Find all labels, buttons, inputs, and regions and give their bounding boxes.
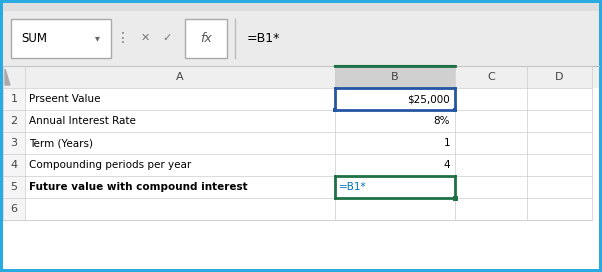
Text: SUM: SUM xyxy=(21,32,47,45)
Bar xyxy=(527,154,592,176)
Text: ⋮: ⋮ xyxy=(116,31,130,45)
Bar xyxy=(335,154,455,176)
Bar xyxy=(25,198,335,220)
Bar xyxy=(185,19,227,58)
Bar xyxy=(527,198,592,220)
Text: A: A xyxy=(176,72,184,82)
Text: fx: fx xyxy=(200,32,212,45)
Text: Future value with compound interest: Future value with compound interest xyxy=(29,182,247,192)
Text: 1: 1 xyxy=(10,94,17,104)
Text: 3: 3 xyxy=(10,138,17,148)
Bar xyxy=(3,154,25,176)
Bar xyxy=(527,88,592,110)
Bar xyxy=(455,132,527,154)
Text: 6: 6 xyxy=(10,204,17,214)
Bar xyxy=(3,110,25,132)
Bar xyxy=(3,3,599,11)
Text: 1: 1 xyxy=(444,138,450,148)
Bar xyxy=(3,198,25,220)
Bar xyxy=(455,198,527,220)
Bar xyxy=(453,108,457,112)
Text: B: B xyxy=(391,72,399,82)
Bar xyxy=(527,176,592,198)
Bar xyxy=(335,110,455,132)
Bar xyxy=(25,88,335,110)
Text: D: D xyxy=(555,72,563,82)
Text: C: C xyxy=(487,72,495,82)
Text: 5: 5 xyxy=(10,182,17,192)
Text: Compounding periods per year: Compounding periods per year xyxy=(29,160,191,170)
Text: Annual Interest Rate: Annual Interest Rate xyxy=(29,116,136,126)
Bar xyxy=(3,132,25,154)
Bar xyxy=(25,176,335,198)
Bar xyxy=(455,176,527,198)
Bar xyxy=(335,176,455,198)
Bar xyxy=(455,88,527,110)
Bar xyxy=(3,176,25,198)
Text: =B1*: =B1* xyxy=(247,32,281,45)
Polygon shape xyxy=(5,69,10,85)
Text: 2: 2 xyxy=(10,116,17,126)
Bar xyxy=(25,132,335,154)
Text: 8%: 8% xyxy=(433,116,450,126)
Bar xyxy=(3,88,25,110)
Bar xyxy=(335,198,455,220)
Bar xyxy=(455,154,527,176)
Text: $25,000: $25,000 xyxy=(407,94,450,104)
Bar xyxy=(11,19,111,58)
Bar xyxy=(335,66,455,88)
Text: =B1*: =B1* xyxy=(339,182,367,192)
Bar xyxy=(3,11,599,66)
Bar xyxy=(527,110,592,132)
Text: Term (Years): Term (Years) xyxy=(29,138,93,148)
Bar xyxy=(335,132,455,154)
Bar xyxy=(455,110,527,132)
Text: ✓: ✓ xyxy=(163,33,172,43)
Text: 4: 4 xyxy=(444,160,450,170)
Bar xyxy=(453,196,458,200)
Bar xyxy=(527,132,592,154)
Text: 4: 4 xyxy=(10,160,17,170)
Bar xyxy=(3,66,599,88)
Bar xyxy=(333,108,337,112)
Bar xyxy=(25,154,335,176)
Text: Prseent Value: Prseent Value xyxy=(29,94,101,104)
Text: ▾: ▾ xyxy=(95,33,99,43)
Text: ✕: ✕ xyxy=(140,33,150,43)
Bar xyxy=(25,110,335,132)
Bar xyxy=(335,88,455,110)
